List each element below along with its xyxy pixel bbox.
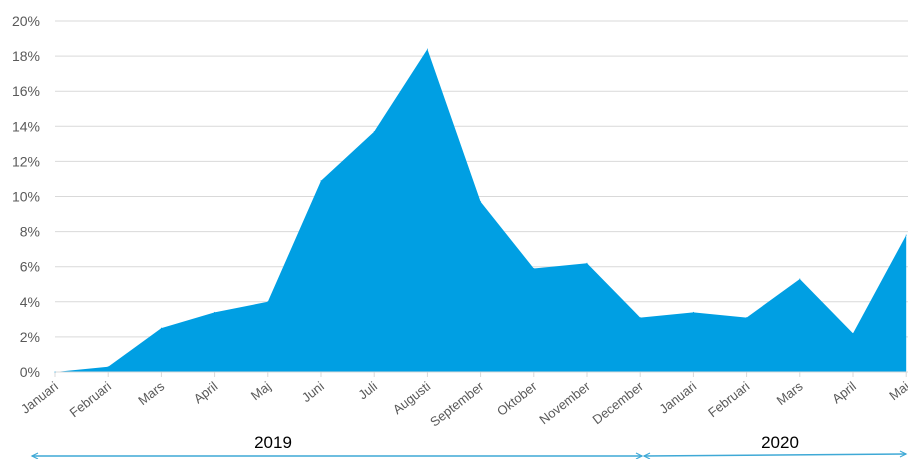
data-point [852,332,854,334]
data-point [746,317,748,319]
y-tick-label: 18% [12,48,40,64]
x-tick-label: Januari [18,378,61,416]
data-point [692,311,694,313]
data-point [905,234,907,236]
year-bracket-arrow [642,452,651,459]
y-tick-label: 0% [20,364,40,380]
x-tick-label: Februari [705,378,752,420]
data-point [426,48,428,50]
y-tick-label: 10% [12,189,40,205]
x-tick-label: November [536,378,593,427]
y-tick-label: 2% [20,329,40,345]
year-bracket-arrow [899,450,908,458]
year-label: 2019 [254,433,292,452]
x-tick-label: December [590,378,647,427]
data-point [799,278,801,280]
year-bracket [643,453,907,457]
x-tick-label: Juli [355,378,380,402]
data-point [267,301,269,303]
data-point [639,317,641,319]
data-point [54,371,56,373]
x-tick-label: Maj [248,378,274,403]
x-tick-label: September [427,378,487,429]
data-point [533,267,535,269]
year-bracket-arrow [30,452,39,459]
data-point [586,262,588,264]
x-tick-label: April [829,378,859,406]
data-point [160,327,162,329]
data-point [480,201,482,203]
data-point [107,366,109,368]
data-point [320,180,322,182]
y-tick-label: 8% [20,224,40,240]
x-tick-label: Januari [656,378,699,416]
x-tick-label: Juni [299,378,327,405]
area-series [55,49,907,372]
y-tick-label: 6% [20,259,40,275]
y-axis: 0% 2% 4% 6% 8% 10% 12% 14% 16% 18% 20% [12,13,40,380]
y-tick-label: 16% [12,83,40,99]
year-label: 2020 [761,433,799,452]
x-tick-label: Februari [67,378,114,420]
y-tick-label: 4% [20,294,40,310]
y-tick-label: 14% [12,118,40,134]
year-groups: 2019 2020 [30,433,908,459]
x-tick-label: April [191,378,221,406]
data-point [373,131,375,133]
year-bracket-arrow [635,452,644,459]
x-tick-label: Augusti [390,378,433,417]
x-tick-label: Oktober [494,378,540,419]
x-axis: Januari Februari Mars April Maj Juni Juli Augus… [18,372,908,430]
x-tick-label: Mars [135,378,167,408]
x-tick-label: Maj [886,378,908,403]
y-tick-label: 12% [12,153,40,169]
x-tick-label: Mars [774,378,806,408]
y-tick-label: 20% [12,13,40,29]
data-point [214,311,216,313]
gridlines [55,20,908,338]
